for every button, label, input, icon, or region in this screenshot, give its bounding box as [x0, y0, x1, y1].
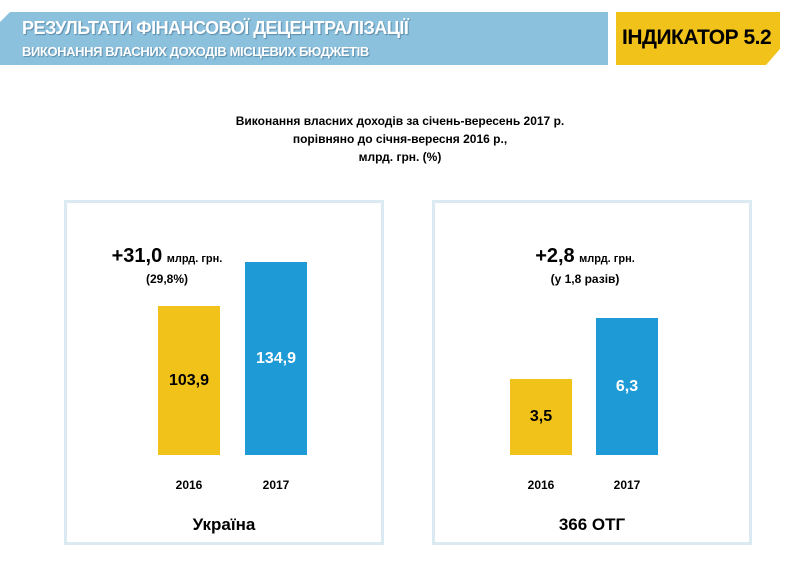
- bar-2016: 3,5: [510, 378, 572, 455]
- panel-otg: +2,8 млрд. грн. (у 1,8 разів) 3,5 2016 6,3 20…: [432, 200, 752, 545]
- panel-ukraine: +31,0 млрд. грн. (29,8%) 103,9 2016 134,9 201…: [64, 200, 384, 545]
- panel-name: Україна: [192, 515, 256, 534]
- change-annotation: +2,8 млрд. грн. (у 1,8 разів): [505, 245, 665, 286]
- panel-name: 366 ОТГ: [558, 515, 626, 534]
- indicator-badge: ІНДИКАТОР 5.2: [616, 12, 780, 65]
- title-line-1: Виконання власних доходів за січень-вере…: [235, 114, 565, 128]
- bar-value-label: 3,5: [529, 407, 553, 425]
- bar-2016: 103,9: [158, 306, 220, 455]
- bar-value-label: 134,9: [255, 349, 297, 367]
- banner-corner: [0, 12, 10, 22]
- header-title: РЕЗУЛЬТАТИ ФІНАНСОВОЇ ДЕЦЕНТРАЛІЗАЦІЇ: [22, 18, 409, 38]
- change-value: +31,0: [111, 245, 163, 267]
- title-line-2: порівняно до січня-вересня 2016 р.,: [292, 132, 508, 146]
- change-unit: млрд. грн.: [166, 253, 223, 265]
- header-banner: РЕЗУЛЬТАТИ ФІНАНСОВОЇ ДЕЦЕНТРАЛІЗАЦІЇ ВИ…: [0, 12, 608, 65]
- title-line-3: млрд. грн. (%): [358, 150, 442, 164]
- badge-fold: [766, 49, 780, 65]
- change-percent: (29,8%): [145, 272, 189, 286]
- bar-value-label: 103,9: [168, 371, 210, 389]
- x-tick-label: 2016: [175, 478, 203, 492]
- header-subtitle: ВИКОНАННЯ ВЛАСНИХ ДОХОДІВ МІСЦЕВИХ БЮДЖЕ…: [22, 44, 369, 59]
- change-annotation: +31,0 млрд. грн. (29,8%): [87, 245, 247, 286]
- indicator-label: ІНДИКАТОР 5.2: [622, 26, 772, 49]
- bar-2017: 134,9: [245, 262, 307, 455]
- x-tick-label: 2017: [262, 478, 290, 492]
- x-tick-label: 2016: [527, 478, 555, 492]
- change-value: +2,8: [535, 245, 575, 267]
- bar-2017: 6,3: [596, 318, 658, 455]
- change-unit: млрд. грн.: [579, 253, 635, 265]
- x-tick-label: 2017: [613, 478, 641, 492]
- chart-title: Виконання власних доходів за січень-вере…: [0, 112, 800, 166]
- bar-value-label: 6,3: [615, 377, 639, 395]
- change-percent: (у 1,8 разів): [550, 272, 620, 286]
